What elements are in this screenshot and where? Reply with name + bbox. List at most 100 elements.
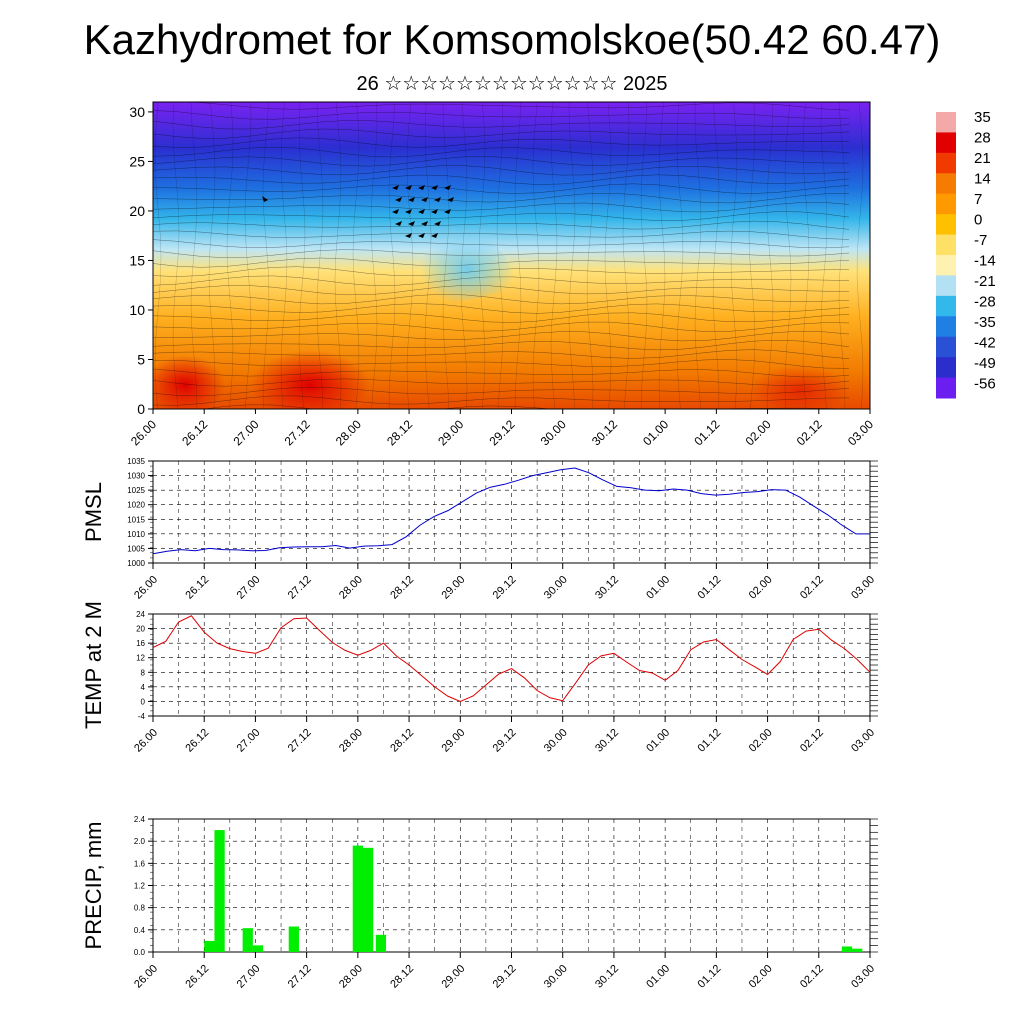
streamline [153, 128, 850, 139]
colorbar-label: -49 [974, 355, 996, 372]
streamline [153, 359, 850, 369]
precip-x-tick-label: 02.00 [747, 963, 775, 991]
precip-y-tick-label: 2.0 [134, 837, 146, 846]
precip-bar [375, 934, 387, 952]
colorbar-swatch [936, 357, 956, 379]
streamline [532, 102, 540, 409]
streamline [153, 192, 850, 204]
temp-2m-y-tick-label: 24 [136, 610, 145, 619]
colorbar-label: -56 [974, 376, 996, 393]
precip-bar [288, 926, 299, 952]
streamline [153, 220, 850, 230]
pmsl-y-tick-label: 1010 [127, 530, 145, 539]
wind-barb [405, 233, 412, 238]
pmsl-x-tick-label: 02.00 [747, 574, 775, 602]
temp-panel: -4 0 4 8 12 16 20 24 26.00 26.12 27.00 27.12 28.00 28… [81, 601, 878, 755]
pmsl-x-tick-label: 03.00 [849, 574, 877, 602]
precip-bar [242, 928, 253, 952]
pmsl-y-tick-label: 1035 [127, 457, 145, 466]
streamline [568, 102, 576, 409]
temp-2m-x-tick-label: 01.00 [644, 727, 672, 755]
colorbar-label: -7 [974, 232, 987, 249]
wind-barb [262, 196, 268, 202]
temp-2m-x-tick-label: 27.12 [286, 727, 314, 755]
heatmap-y-tick-label: 0 [137, 401, 145, 417]
precip-x-tick-label: 01.00 [644, 963, 672, 991]
heatmap-cold-intrusion [420, 233, 515, 305]
precip-x-tick-label: 28.00 [337, 963, 365, 991]
colorbar-label: 28 [974, 130, 991, 147]
heatmap-y-tick-label: 25 [129, 153, 145, 169]
streamline [802, 102, 810, 409]
colorbar-swatch [936, 255, 956, 276]
streamline [856, 102, 864, 409]
heatmap-x-tick-label: 01.12 [691, 417, 722, 448]
streamline [208, 102, 216, 409]
streamline [153, 339, 850, 351]
pmsl-y-tick-label: 1025 [127, 486, 145, 495]
wind-barb [431, 209, 438, 214]
temp-2m-x-tick-label: 29.12 [491, 727, 519, 755]
temp-2m-series-line [152, 615, 871, 702]
streamline [153, 303, 850, 314]
streamline [153, 202, 850, 213]
pmsl-x-tick-label: 26.12 [183, 574, 211, 602]
colorbar-swatch [936, 377, 956, 399]
colorbar-label: 14 [974, 171, 991, 188]
pmsl-x-tick-label: 26.00 [132, 574, 160, 602]
wind-barb [444, 185, 451, 190]
pmsl-y-axis-label: PMSL [81, 482, 106, 542]
colorbar-label: 21 [974, 150, 991, 167]
streamline [153, 293, 850, 305]
streamline [838, 102, 846, 409]
wind-barb [431, 185, 438, 190]
streamline [153, 146, 850, 158]
heatmap-x-tick-label: 27.12 [282, 417, 313, 448]
streamline [820, 102, 827, 409]
wind-barb [421, 197, 428, 202]
wind-barb [447, 197, 454, 202]
precip-x-tick-label: 29.12 [491, 963, 519, 991]
streamline [298, 102, 306, 409]
streamline [153, 120, 850, 130]
streamline [694, 102, 702, 409]
colorbar-label: 7 [974, 191, 982, 208]
temp-2m-x-tick-label: 02.00 [747, 727, 775, 755]
precip-x-tick-label: 27.00 [235, 963, 263, 991]
precip-x-tick-label: 30.00 [542, 963, 570, 991]
streamline [153, 183, 850, 194]
heatmap-x-tick-label: 28.12 [384, 417, 415, 448]
streamline [153, 110, 850, 120]
temp-2m-x-tick-label: 28.00 [337, 727, 365, 755]
streamline [153, 239, 850, 249]
precip-bar [852, 948, 863, 952]
wind-barb [418, 185, 425, 190]
colorbar-label: -28 [974, 294, 996, 311]
pmsl-y-tick-label: 1000 [127, 559, 145, 568]
heatmap-panel: 0 5 10 15 20 25 30 26.00 26.12 27.00 27.12 28.00 28… [128, 101, 876, 448]
heatmap-y-tick-label: 10 [129, 302, 145, 318]
wind-barb [418, 233, 425, 238]
temp-2m-y-axis-label: TEMP at 2 M [81, 601, 106, 729]
pmsl-x-tick-label: 30.00 [542, 574, 570, 602]
heatmap-warm-core [153, 355, 225, 409]
streamline [658, 102, 666, 409]
temp-2m-x-tick-label: 03.00 [849, 727, 877, 755]
heatmap-x-tick-label: 30.12 [589, 417, 620, 448]
temp-2m-x-tick-label: 01.12 [696, 727, 724, 755]
pmsl-y-tick-label: 1005 [127, 544, 145, 553]
wind-barb [434, 197, 441, 202]
pmsl-x-tick-label: 02.12 [798, 574, 826, 602]
temp-2m-x-tick-label: 29.00 [439, 727, 467, 755]
wind-barb [392, 209, 399, 214]
streamline [153, 386, 850, 397]
precip-bar [204, 940, 215, 952]
precip-x-tick-label: 30.12 [593, 963, 621, 991]
heatmap-y-tick-label: 15 [129, 252, 145, 268]
wind-barb [408, 221, 415, 226]
streamline [712, 102, 720, 409]
wind-barb [405, 209, 412, 214]
temp-2m-x-tick-label: 30.12 [593, 727, 621, 755]
pmsl-series-line [152, 467, 870, 555]
